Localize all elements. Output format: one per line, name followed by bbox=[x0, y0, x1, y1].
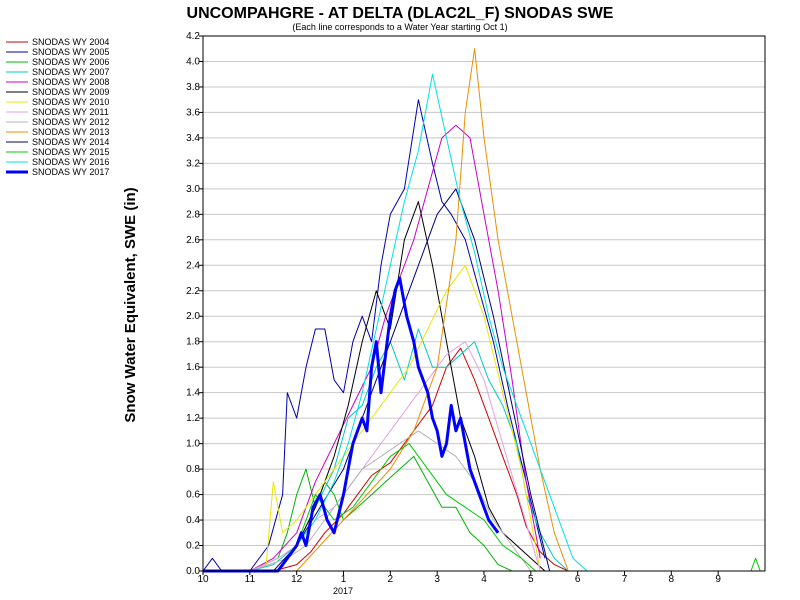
legend-label: SNODAS WY 2008 bbox=[32, 77, 109, 87]
y-tick-label: 2.8 bbox=[186, 209, 200, 220]
legend-label: SNODAS WY 2005 bbox=[32, 47, 109, 57]
series-line-snodas-wy-2006 bbox=[203, 455, 513, 572]
y-tick-label: 1.0 bbox=[186, 439, 200, 450]
y-tick-label: 3.8 bbox=[186, 82, 200, 93]
series-line-snodas-wy-2008 bbox=[203, 124, 541, 572]
legend-label: SNODAS WY 2017 bbox=[32, 167, 109, 177]
y-tick-label: 3.6 bbox=[186, 107, 200, 118]
series-lines bbox=[202, 48, 761, 573]
series-line-snodas-wy-2016 bbox=[203, 73, 588, 572]
x-tick-label: 5 bbox=[528, 574, 534, 585]
x-tick-label: 8 bbox=[669, 574, 675, 585]
legend-label: SNODAS WY 2011 bbox=[32, 107, 109, 117]
y-tick-labels: 0.0 0.2 0.4 0.6 0.8 1.0 1.2 1.4 1.6 1.8 2.0 2.2 2.4 2… bbox=[186, 31, 203, 577]
y-tick-label: 4.0 bbox=[186, 56, 200, 67]
y-tick-label: 1.6 bbox=[186, 362, 200, 373]
legend-label: SNODAS WY 2014 bbox=[32, 137, 109, 147]
y-tick-label: 2.6 bbox=[186, 235, 200, 246]
y-axis-label: Snow Water Equivalent, SWE (in) bbox=[122, 187, 139, 422]
x-tick-label: 7 bbox=[622, 574, 628, 585]
x-tick-label: 10 bbox=[197, 574, 209, 585]
legend-label: SNODAS WY 2006 bbox=[32, 57, 109, 67]
y-tick-label: 1.4 bbox=[186, 388, 200, 399]
series-line-snodas-wy-2014 bbox=[203, 188, 551, 572]
series-line-snodas-wy-2013 bbox=[203, 48, 569, 572]
x-tick-label: 9 bbox=[715, 574, 721, 585]
legend-label: SNODAS WY 2013 bbox=[32, 127, 109, 137]
x-tick-label: 11 bbox=[245, 574, 256, 585]
y-tick-label: 3.0 bbox=[186, 184, 200, 195]
x-tick-label: 4 bbox=[481, 574, 487, 585]
y-tick-label: 2.4 bbox=[186, 260, 200, 271]
y-tick-label: 0.6 bbox=[186, 490, 200, 501]
series-line-snodas-wy-2017 bbox=[203, 276, 500, 573]
series-line-snodas-wy-2004 bbox=[203, 347, 569, 572]
chart-title: UNCOMPAHGRE - AT DELTA (DLAC2L_F) SNODAS… bbox=[187, 5, 614, 22]
x-tick-label: 3 bbox=[434, 574, 440, 585]
y-tick-label: 0.4 bbox=[186, 515, 200, 526]
series-line-snodas-wy-2010 bbox=[203, 264, 541, 572]
legend-label: SNODAS WY 2015 bbox=[32, 147, 109, 157]
x-tick-labels: 10 11 12 1 2 3 4 5 6 7 8 9 bbox=[197, 571, 721, 585]
legend-label: SNODAS WY 2007 bbox=[32, 67, 109, 77]
x-tick-label: 1 bbox=[341, 574, 347, 585]
series-line-snodas-wy-2005 bbox=[202, 99, 546, 572]
y-tick-label: 3.4 bbox=[186, 133, 200, 144]
x-tick-label: 6 bbox=[575, 574, 581, 585]
series-line-snodas-wy-2011 bbox=[203, 341, 541, 572]
y-tick-label: 2.2 bbox=[186, 286, 200, 297]
y-tick-label: 0.2 bbox=[186, 541, 200, 552]
legend-label: SNODAS WY 2004 bbox=[32, 37, 109, 47]
x-year-label: 2017 bbox=[333, 586, 353, 596]
legend-label: SNODAS WY 2009 bbox=[32, 87, 109, 97]
x-tick-label: 12 bbox=[291, 574, 303, 585]
y-tick-label: 2.0 bbox=[186, 311, 200, 322]
y-tick-label: 3.2 bbox=[186, 158, 200, 169]
y-tick-label: 0.0 bbox=[186, 566, 200, 577]
x-tick-label: 2 bbox=[388, 574, 394, 585]
legend-label: SNODAS WY 2016 bbox=[32, 157, 109, 167]
y-tick-label: 4.2 bbox=[186, 31, 200, 42]
y-tick-label: 1.2 bbox=[186, 413, 200, 424]
legend-label: SNODAS WY 2010 bbox=[32, 97, 109, 107]
series-line-snodas-wy-2012 bbox=[203, 430, 532, 572]
y-tick-label: 0.8 bbox=[186, 464, 200, 475]
y-tick-label: 1.8 bbox=[186, 337, 200, 348]
chart-subtitle: (Each line corresponds to a Water Year s… bbox=[292, 22, 507, 32]
legend-label: SNODAS WY 2012 bbox=[32, 117, 109, 127]
plot-frame bbox=[202, 35, 766, 572]
